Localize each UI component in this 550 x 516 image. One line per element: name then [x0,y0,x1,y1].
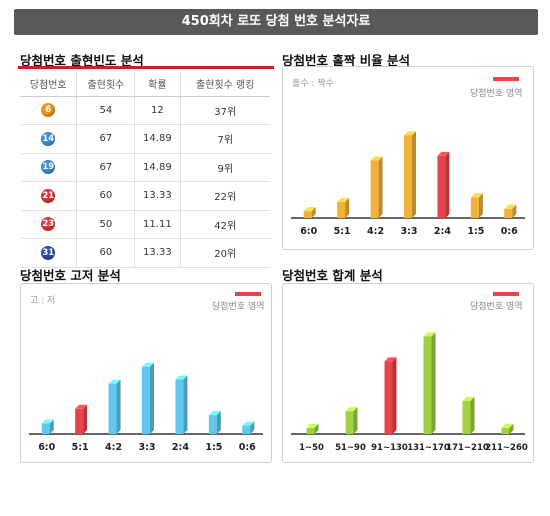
rank-cell: 42위 [180,210,270,239]
highlow-legend-swatch [235,292,261,296]
number-cell: 23 [20,210,78,239]
oddeven-legend-label: 당첨번호 영역 [470,89,523,99]
x-tick-label: 211~260 [485,443,528,453]
header-probability: 확률 [134,72,181,97]
oddeven-caption: 홀수 : 짝수 [292,79,334,89]
page-banner: 450회차 로또 당첨 번호 분석자료 [14,9,538,35]
rank-cell: 7위 [180,124,270,154]
bar [504,204,517,218]
probability-cell: 14.89 [134,124,181,154]
highlow-legend-label: 당첨번호 영역 [212,302,265,312]
bar [75,404,88,434]
sum-legend-label: 당첨번호 영역 [470,302,523,312]
sum-panel [282,283,534,463]
x-tick-label: 5:1 [72,442,89,453]
count-cell: 50 [76,210,136,239]
number-cell: 19 [20,153,78,182]
bar [423,332,436,434]
rank-cell: 22위 [180,181,270,211]
lotto-ball: 14 [41,131,56,146]
bar [41,419,54,434]
bar [501,423,514,434]
number-cell: 31 [20,238,78,268]
x-tick-label: 5:1 [334,226,351,237]
lotto-ball: 6 [41,103,56,118]
x-tick-label: 51~90 [335,443,366,453]
x-tick-label: 0:6 [239,442,256,453]
oddeven-legend-swatch [493,77,519,81]
bar [142,362,154,434]
bar [370,156,383,218]
bar [404,131,416,218]
x-tick-label: 3:3 [138,442,155,453]
probability-cell: 13.33 [134,238,181,268]
x-tick-label: 0:6 [501,226,518,237]
bar [462,396,475,434]
header-count: 출현횟수 [76,72,136,97]
bar [470,193,483,218]
x-tick-label: 6:0 [38,442,55,453]
x-tick-label: 6:0 [300,226,317,237]
lotto-ball: 23 [41,217,56,232]
bar [303,207,316,218]
highlow-caption: 고 : 저 [30,296,56,306]
x-tick-label: 1:5 [205,442,222,453]
bar [306,423,319,434]
table-row: 23 50 11.11 42위 [20,210,270,239]
highlow-section-title: 당첨번호 고저 분석 [20,268,121,283]
x-tick-label: 131~170 [407,443,450,453]
count-cell: 67 [76,153,136,182]
x-tick-label: 4:2 [105,442,122,453]
count-cell: 60 [76,181,136,211]
probability-cell: 11.11 [134,210,181,239]
probability-cell: 13.33 [134,181,181,211]
oddeven-chart: 6:0 5:1 4:2 3:3 2:4 1:5 0:6 [291,131,525,237]
count-cell: 67 [76,124,136,154]
rank-cell: 20위 [180,238,270,268]
x-tick-label: 1~50 [299,443,324,453]
x-tick-label: 4:2 [367,226,384,237]
table-row: 21 60 13.33 22위 [20,181,270,211]
number-cell: 6 [20,96,78,125]
highlow-chart: 6:0 5:1 4:2 3:3 2:4 1:5 0:6 [29,362,263,453]
bar [337,197,350,218]
bar [175,375,188,434]
lotto-ball: 31 [41,245,56,260]
frequency-table-header: 당첨번호 출현횟수 확률 출현횟수 랭킹 [20,72,270,97]
number-cell: 14 [20,124,78,154]
bar [345,407,358,434]
table-row: 31 60 13.33 20위 [20,238,270,268]
count-cell: 60 [76,238,136,268]
x-tick-label: 91~130 [371,443,408,453]
x-tick-label: 2:4 [172,442,189,453]
number-cell: 21 [20,181,78,211]
bar [437,151,450,218]
x-tick-label: 3:3 [400,226,417,237]
table-row: 14 67 14.89 7위 [20,124,270,154]
bar [242,421,255,434]
bar [208,411,221,434]
frequency-table: 당첨번호 출현횟수 확률 출현횟수 랭킹 6 54 12 37위 14 67 14.89 7위… [20,72,270,268]
header-rank: 출현횟수 랭킹 [180,72,270,97]
oddeven-section-title: 당첨번호 홀짝 비율 분석 [282,53,411,68]
table-row: 6 54 12 37위 [20,96,270,125]
rank-cell: 9위 [180,153,270,182]
count-cell: 54 [76,96,136,125]
x-tick-label: 171~210 [446,443,489,453]
header-number: 당첨번호 [20,72,78,97]
frequency-section-title: 당첨번호 출현빈도 분석 [20,53,144,68]
table-row: 19 67 14.89 9위 [20,153,270,182]
bar [108,379,121,434]
sum-section-title: 당첨번호 합계 분석 [282,268,383,283]
x-tick-label: 2:4 [434,226,451,237]
sum-legend-swatch [493,292,519,296]
lotto-ball: 21 [41,188,56,203]
rank-cell: 37위 [180,96,270,125]
lotto-ball: 19 [41,160,56,175]
x-tick-label: 1:5 [467,226,484,237]
probability-cell: 14.89 [134,153,181,182]
bar [384,357,397,434]
probability-cell: 12 [134,96,181,125]
